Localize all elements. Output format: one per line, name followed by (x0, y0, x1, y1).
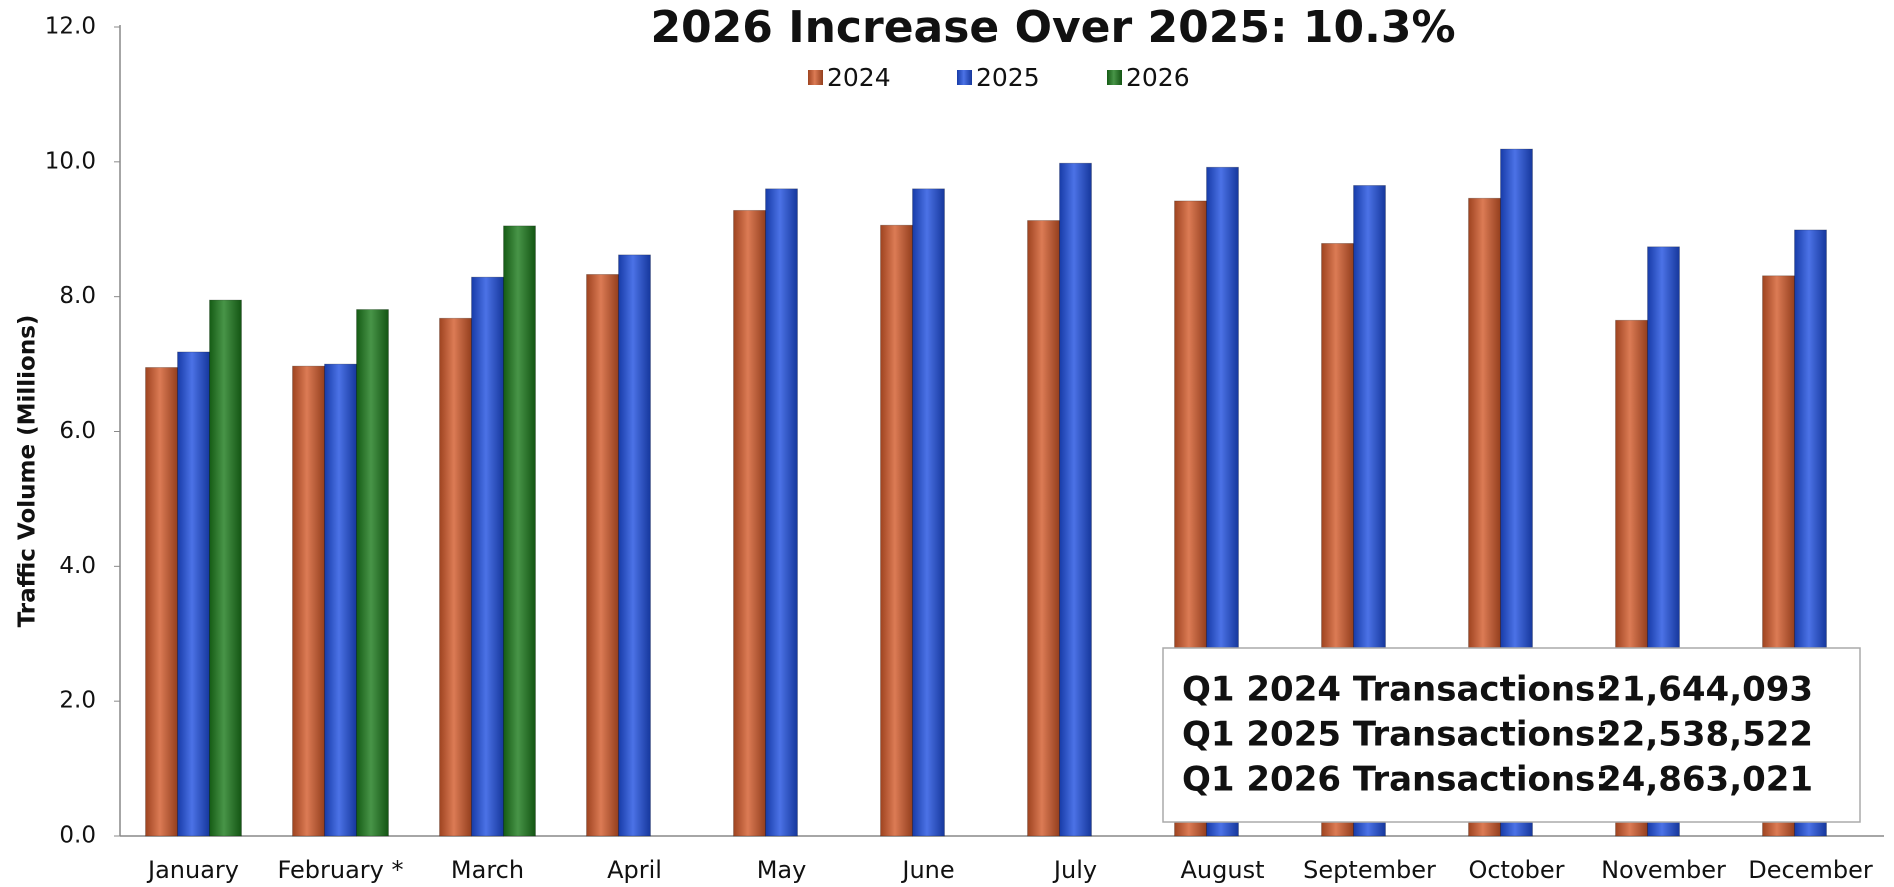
bar (1059, 162, 1092, 837)
legend-swatch (1107, 70, 1122, 85)
y-tick-label: 0.0 (59, 823, 96, 849)
legend-swatch (957, 70, 972, 85)
annotation-label: Q1 2025 Transactions: (1182, 715, 1609, 755)
x-tick-label: March (451, 856, 524, 884)
x-tick-label: January (146, 856, 239, 884)
bar (586, 274, 619, 837)
x-tick-label: June (900, 856, 954, 884)
bar (292, 365, 325, 837)
bar (503, 225, 536, 837)
bar (765, 188, 798, 837)
x-tick-label: May (757, 856, 807, 884)
x-tick-label: July (1052, 856, 1097, 884)
x-tick-label: February * (278, 856, 404, 884)
bar (324, 363, 357, 837)
bar (177, 351, 210, 837)
bar (1027, 220, 1060, 837)
bar (209, 299, 242, 837)
annotation-label: Q1 2024 Transactions: (1182, 670, 1609, 710)
bar (733, 209, 766, 837)
bar (145, 367, 178, 837)
bar (880, 224, 913, 837)
x-tick-label: April (607, 856, 662, 884)
y-tick-label: 2.0 (59, 688, 96, 714)
chart-title: 2026 Increase Over 2025: 10.3% (650, 2, 1455, 53)
y-axis-label: Traffic Volume (Millions) (15, 315, 41, 628)
legend-label: 2025 (976, 63, 1040, 92)
annotation-value: 24,863,021 (1598, 760, 1813, 800)
bar (356, 309, 389, 837)
y-tick-label: 10.0 (45, 148, 96, 174)
bar (912, 188, 945, 837)
x-tick-label: December (1748, 856, 1873, 884)
annotation-box (1162, 647, 1861, 823)
legend-label: 2026 (1126, 63, 1190, 92)
legend-swatch (808, 70, 823, 85)
x-tick-label: November (1601, 856, 1726, 884)
y-tick-label: 4.0 (59, 553, 96, 579)
annotation-value: 22,538,522 (1598, 715, 1813, 755)
y-tick-label: 8.0 (59, 283, 96, 309)
bar (618, 254, 651, 837)
annotation-label: Q1 2026 Transactions: (1182, 760, 1609, 800)
bar (471, 276, 504, 837)
y-tick-label: 12.0 (45, 14, 96, 40)
y-tick-label: 6.0 (59, 418, 96, 444)
x-tick-label: October (1468, 856, 1564, 884)
x-tick-label: September (1303, 856, 1436, 884)
bar (439, 317, 472, 837)
annotation-value: 21,644,093 (1598, 670, 1813, 710)
legend-label: 2024 (827, 63, 891, 92)
x-tick-label: August (1181, 856, 1265, 884)
